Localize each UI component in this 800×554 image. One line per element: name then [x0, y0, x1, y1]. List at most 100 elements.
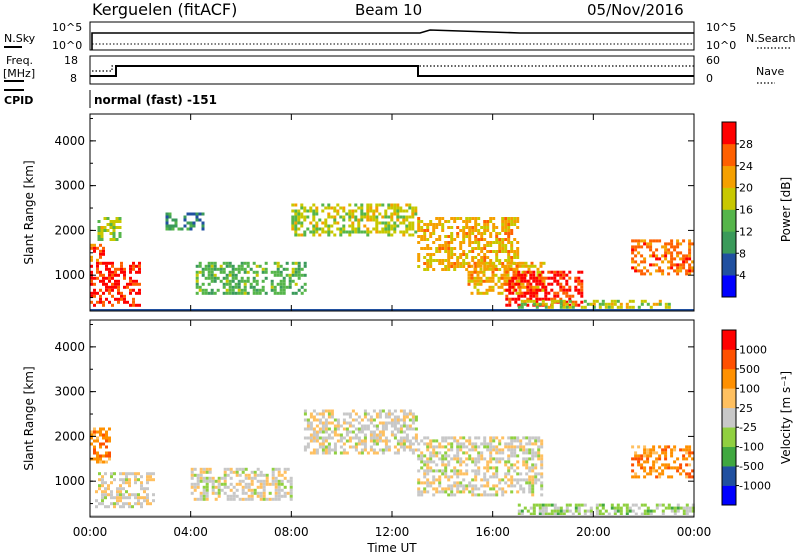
echo-cell [517, 276, 521, 280]
echo-cell [667, 251, 671, 255]
echo-cell [102, 276, 105, 280]
echo-cell [673, 448, 677, 452]
echo-cell [640, 254, 644, 258]
echo-cell [265, 497, 269, 501]
echo-cell [118, 226, 122, 229]
echo-cell [399, 215, 403, 219]
echo-cell [255, 264, 259, 268]
echo-cell [565, 302, 569, 306]
echo-cell [515, 267, 519, 271]
echo-cell [318, 430, 322, 434]
echo-cell [381, 409, 385, 413]
echo-cell [99, 279, 102, 283]
echo-cell [471, 484, 475, 488]
echo-cell [411, 206, 415, 210]
echo-cell [501, 451, 505, 455]
echo-cell [100, 235, 104, 238]
echo-cell [670, 451, 674, 455]
echo-cell [453, 262, 457, 265]
echo-cell [105, 460, 108, 464]
echo-cell [393, 433, 397, 437]
echo-cell [294, 267, 298, 271]
echo-cell [228, 279, 232, 283]
echo-cell [351, 221, 355, 225]
echo-cell [507, 460, 511, 464]
echo-cell [447, 244, 451, 247]
echo-cell [536, 285, 540, 289]
echo-cell [109, 220, 113, 223]
echo-cell [550, 503, 554, 507]
echo-cell [685, 451, 689, 455]
echo-cell [655, 254, 659, 258]
echo-cell [106, 223, 110, 226]
echo-cell [508, 279, 512, 283]
echo-cell [529, 506, 533, 510]
echo-cell [372, 451, 376, 455]
echo-cell [222, 270, 226, 274]
echo-cell [583, 299, 587, 303]
echo-cell [201, 291, 205, 295]
echo-cell [123, 297, 126, 301]
echo-cell [495, 235, 499, 238]
echo-cell [652, 466, 656, 470]
echo-cell [234, 273, 238, 277]
echo-cell [277, 485, 281, 489]
echo-cell [207, 273, 211, 277]
echo-cell [592, 299, 596, 303]
echo-cell [303, 206, 307, 210]
echo-cell [685, 272, 689, 276]
echo-cell [255, 279, 259, 283]
echo-cell [522, 448, 526, 452]
echo-cell [637, 242, 641, 246]
echo-cell [535, 503, 539, 507]
echo-cell [366, 412, 370, 416]
echo-cell [411, 227, 415, 231]
echo-cell [132, 297, 135, 301]
echo-cell [271, 497, 275, 501]
echo-cell [592, 305, 596, 309]
echo-cell [315, 221, 319, 225]
echo-cell [414, 209, 418, 213]
echo-cell [111, 282, 114, 286]
echo-cell [342, 412, 346, 416]
echo-cell [238, 467, 242, 471]
echo-cell [525, 463, 529, 467]
echo-cell [405, 436, 409, 440]
echo-cell [520, 291, 524, 295]
echo-cell [649, 272, 653, 276]
echo-cell [125, 481, 128, 485]
echo-cell [289, 485, 293, 489]
echo-cell [116, 499, 119, 503]
echo-cell [661, 503, 665, 507]
echo-cell [126, 300, 129, 304]
echo-cell [168, 227, 172, 231]
echo-cell [339, 424, 343, 428]
echo-cell [479, 282, 483, 286]
echo-cell [363, 424, 367, 428]
echo-cell [456, 442, 460, 446]
echo-cell [375, 439, 379, 443]
echo-cell [312, 233, 316, 237]
echo-cell [98, 478, 101, 482]
echo-cell [510, 463, 514, 467]
echo-cell [366, 424, 370, 428]
echo-cell [510, 241, 514, 244]
echo-cell [634, 475, 638, 479]
echo-cell [661, 245, 665, 249]
echo-cell [532, 279, 536, 283]
echo-cell [129, 279, 132, 283]
echo-cell [507, 256, 511, 259]
echo-cell [116, 490, 119, 494]
echo-cell [538, 302, 542, 306]
echo-cell [333, 221, 337, 225]
echo-cell [207, 270, 211, 274]
echo-cell [378, 436, 382, 440]
echo-cell [444, 235, 448, 238]
echo-cell [420, 229, 424, 232]
echo-cell [186, 221, 190, 225]
echo-cell [232, 491, 236, 495]
echo-cell [396, 418, 400, 422]
echo-cell [348, 215, 352, 219]
echo-cell [492, 223, 496, 226]
echo-cell [330, 430, 334, 434]
